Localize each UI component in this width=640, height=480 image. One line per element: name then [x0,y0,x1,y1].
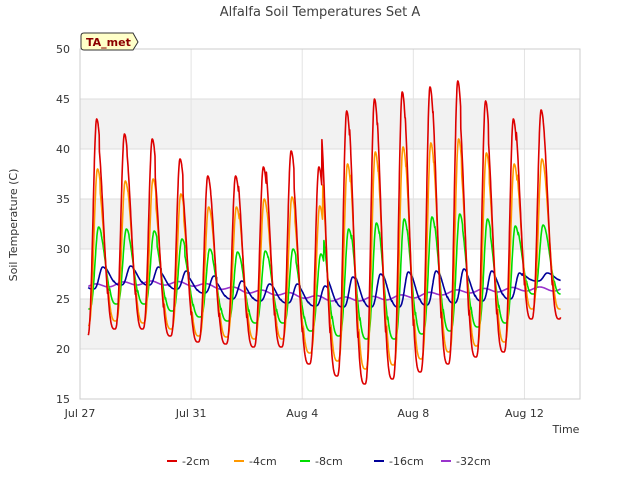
legend-label-4cm: -4cm [249,455,277,468]
y-tick-label-30: 30 [56,243,70,256]
shaded-band-2 [80,99,580,149]
legend-label-2cm: -2cm [182,455,210,468]
plot-frame [79,48,581,400]
legend-label-32cm: -32cm [456,455,491,468]
station-badge: TA_met [80,32,139,51]
chart-title: Alfalfa Soil Temperatures Set A [220,5,421,20]
series-line-2cm [87,80,562,385]
x-tick-label-4: Aug 12 [505,407,544,420]
shaded-band-1 [80,199,580,249]
y-tick-label-45: 45 [56,93,70,106]
station-badge-label: TA_met [86,36,131,49]
legend-label-16cm: -16cm [389,455,424,468]
station-badge-shape [80,32,139,51]
y-tick-label-25: 25 [56,293,70,306]
series-line-8cm [87,213,562,340]
legend-label-8cm: -8cm [315,455,343,468]
x-tick-label-2: Aug 4 [286,407,318,420]
y-tick-label-35: 35 [56,193,70,206]
legend-entry-16cm: -16cm [374,455,424,468]
x-tick-label-3: Aug 8 [397,407,429,420]
y-tick-label-50: 50 [56,43,70,56]
y-axis-ticks: 15 20 25 30 35 40 45 50 [56,43,70,406]
y-axis-label: Soil Temperature (C) [7,169,20,282]
y-tick-label-15: 15 [56,393,70,406]
x-tick-label-0: Jul 27 [64,407,96,420]
x-axis-ticks: Jul 27 Jul 31 Aug 4 Aug 8 Aug 12 [64,407,544,420]
series-line-32cm [87,280,562,302]
x-tick-label-1: Jul 31 [175,407,207,420]
y-tick-label-40: 40 [56,143,70,156]
legend-entry-32cm: -32cm [441,455,491,468]
series-layer [87,80,562,385]
legend-entry-8cm: -8cm [300,455,343,468]
x-axis-label: Time [552,423,580,436]
legend-entry-2cm: -2cm [167,455,210,468]
y-tick-label-20: 20 [56,343,70,356]
legend: -2cm -4cm -8cm -16cm -32cm [167,455,491,468]
legend-entry-4cm: -4cm [234,455,277,468]
